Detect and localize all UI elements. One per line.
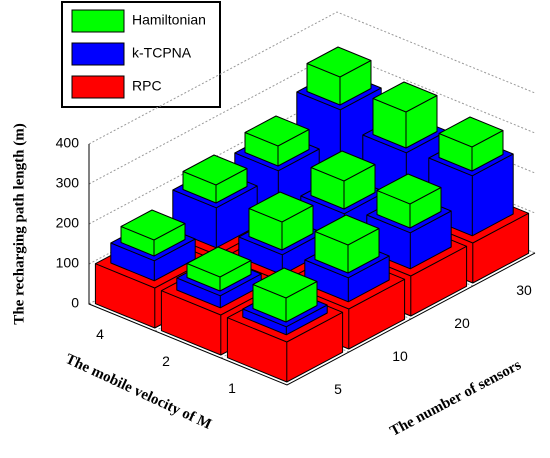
- bar-segment: [306, 46, 372, 106]
- bar-segment: [120, 209, 186, 257]
- bar-segment: [244, 115, 310, 167]
- x-tick-label: 30: [516, 282, 532, 298]
- x-tick-label: 5: [334, 381, 342, 397]
- z-tick-label: 300: [56, 175, 80, 191]
- legend-swatch: [71, 75, 125, 99]
- x-tick-label: 10: [392, 348, 408, 364]
- z-tick-label: 400: [56, 135, 80, 151]
- bar-segment: [186, 246, 252, 292]
- z-tick-label: 0: [71, 295, 79, 311]
- x-tick-label: 20: [454, 315, 470, 331]
- y-tick-label: 4: [96, 326, 104, 342]
- legend-swatch: [71, 42, 125, 66]
- z-tick-label: 100: [56, 255, 80, 271]
- bar-segment: [182, 154, 248, 204]
- legend: Hamiltonian k-TCPNA RPC: [61, 1, 221, 108]
- legend-label: RPC: [132, 78, 162, 94]
- bar-segment: [372, 81, 438, 149]
- z-axis-title: The recharging path length (m): [11, 123, 27, 324]
- x-axis-title: The number of sensors: [388, 357, 525, 440]
- z-tick-label: 200: [56, 215, 80, 231]
- bar-segment: [248, 191, 314, 251]
- grid-line: [88, 11, 536, 145]
- bar-segment: [252, 267, 318, 323]
- bar-segment: [310, 150, 376, 210]
- bar-segment: [438, 116, 504, 172]
- legend-swatch: [71, 9, 125, 33]
- y-tick-label: 2: [162, 353, 170, 369]
- y-axis-title: The mobile velocity of M: [63, 351, 214, 433]
- y-tick-label: 1: [228, 380, 236, 396]
- legend-label: Hamiltonian: [132, 12, 206, 28]
- bar-segment: [376, 173, 442, 229]
- bar-segment: [314, 214, 380, 274]
- axis-line: [88, 144, 536, 386]
- legend-label: k-TCPNA: [132, 45, 192, 61]
